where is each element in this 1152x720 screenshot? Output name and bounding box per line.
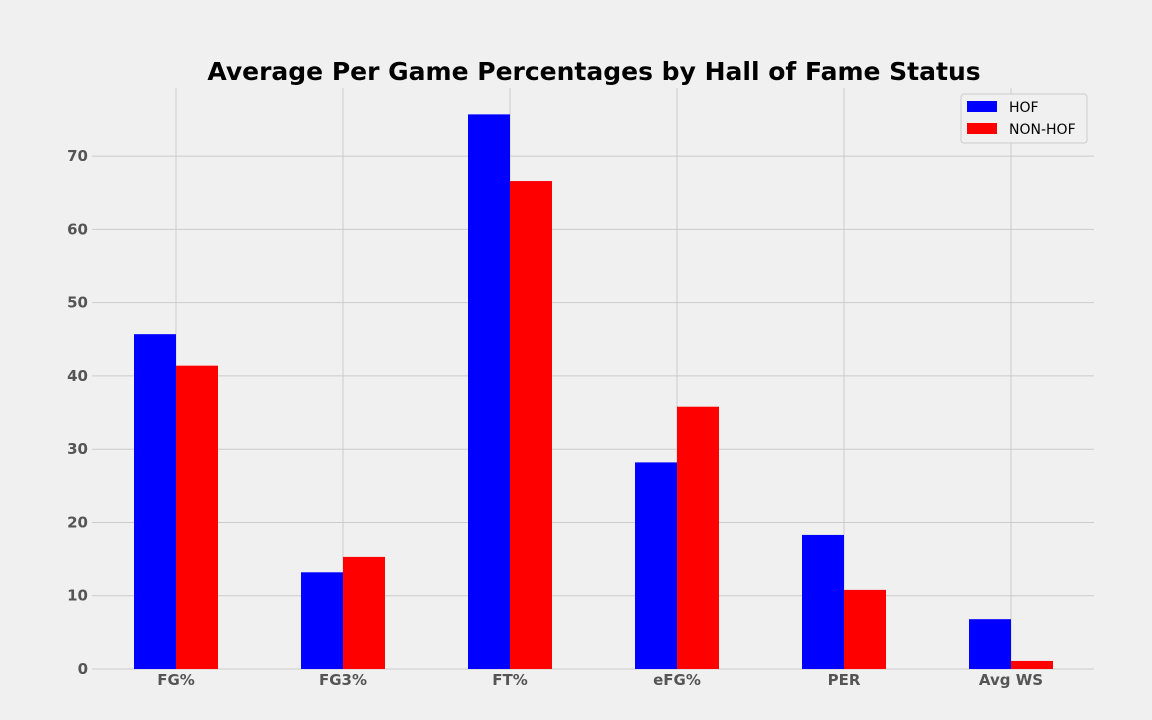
bars (134, 114, 1053, 669)
bar-hof-3 (635, 462, 677, 669)
bar-non-hof-2 (510, 181, 552, 669)
y-tick-label: 60 (67, 220, 88, 238)
bar-non-hof-3 (677, 406, 719, 669)
y-tick-label: 50 (67, 294, 88, 312)
y-tick-label: 40 (67, 367, 88, 385)
legend-swatch-hof (967, 101, 997, 112)
bar-hof-1 (301, 572, 343, 669)
bar-non-hof-1 (343, 556, 385, 669)
y-tick-label: 0 (78, 660, 88, 678)
bar-hof-5 (969, 619, 1011, 669)
x-tick-label: PER (828, 671, 861, 689)
y-axis-ticks: 0 10 20 30 40 50 60 70 (67, 147, 88, 678)
chart-title: Average Per Game Percentages by Hall of … (207, 57, 980, 86)
y-tick-label: 30 (67, 440, 88, 458)
x-axis-ticks: FG% FG3% FT% eFG% PER Avg WS (157, 671, 1043, 689)
bar-non-hof-4 (844, 589, 886, 669)
x-tick-label: FT% (492, 671, 528, 689)
x-tick-label: Avg WS (979, 671, 1043, 689)
legend-label-hof: HOF (1009, 100, 1039, 116)
grid (92, 88, 1094, 670)
legend: HOF NON-HOF (960, 93, 1088, 144)
y-tick-label: 10 (67, 587, 88, 605)
bar-non-hof-5 (1011, 660, 1053, 669)
bar-hof-4 (802, 534, 844, 669)
x-tick-label: eFG% (653, 671, 701, 689)
legend-swatch-non-hof (967, 123, 997, 134)
y-tick-label: 20 (67, 513, 88, 531)
y-tick-label: 70 (67, 147, 88, 165)
x-tick-label: FG% (157, 671, 195, 689)
bar-hof-0 (134, 334, 176, 669)
bar-hof-2 (468, 114, 510, 669)
bar-non-hof-0 (176, 365, 218, 669)
x-tick-label: FG3% (319, 671, 367, 689)
legend-label-non-hof: NON-HOF (1009, 122, 1076, 138)
